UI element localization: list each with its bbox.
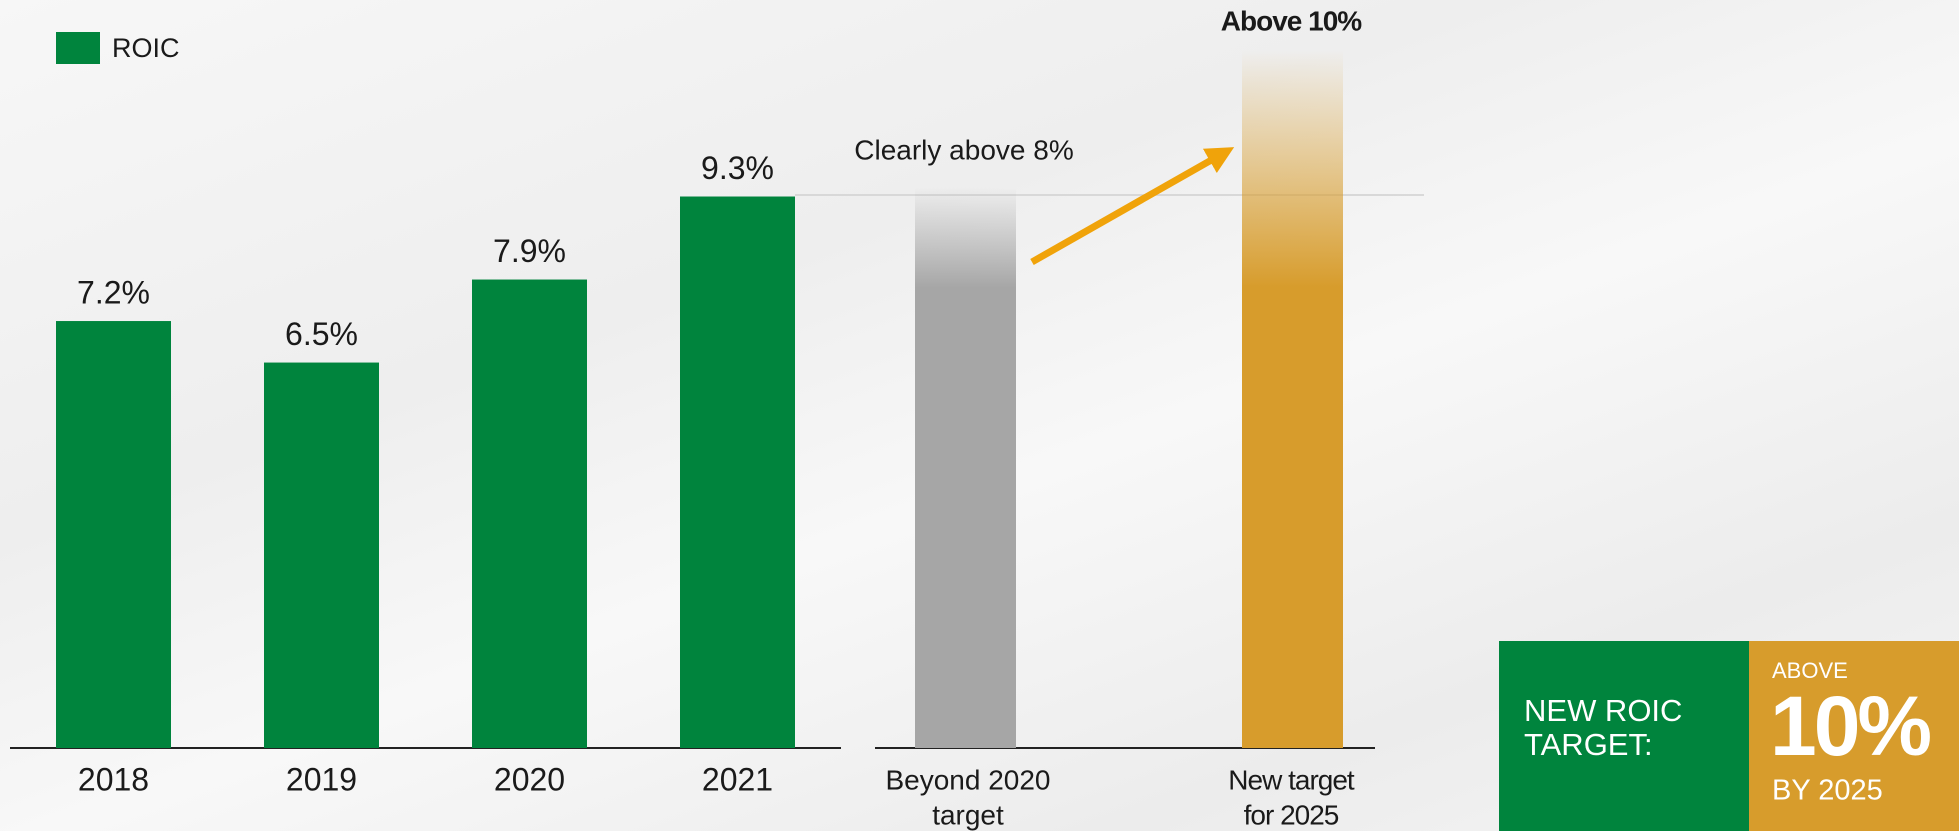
- bar: [680, 196, 795, 748]
- callout-title: TARGET:: [1524, 727, 1653, 762]
- target-note: Above 10%: [1221, 5, 1362, 36]
- value-label: 7.9%: [493, 233, 566, 269]
- callout-box: [1499, 641, 1749, 831]
- callout-value: 10%: [1770, 679, 1930, 773]
- arrow: [1030, 147, 1235, 266]
- value-label: 6.5%: [285, 316, 358, 352]
- bar: [264, 362, 379, 748]
- callout-title: NEW ROIC: [1524, 693, 1682, 728]
- callout-prefix: ABOVE: [1772, 658, 1848, 683]
- x-tick-label: 2020: [494, 761, 565, 797]
- target-bar: [915, 187, 1016, 748]
- x-tick-label: 2018: [78, 761, 149, 797]
- bar: [472, 279, 587, 748]
- target-label: for 2025: [1244, 799, 1339, 830]
- legend-label: ROIC: [112, 33, 180, 63]
- value-label: 7.2%: [77, 274, 150, 310]
- bar: [56, 321, 171, 748]
- target-label: Beyond 2020: [885, 764, 1050, 795]
- x-tick-label: 2019: [286, 761, 357, 797]
- value-label: 9.3%: [701, 150, 774, 186]
- target-label: target: [932, 799, 1004, 830]
- target-label: New target: [1228, 764, 1355, 795]
- target-note: Clearly above 8%: [854, 134, 1073, 165]
- target-bar: [1242, 50, 1343, 748]
- x-tick-label: 2021: [702, 761, 773, 797]
- callout-suffix: BY 2025: [1772, 775, 1883, 807]
- callout-box: [1749, 641, 1959, 831]
- legend-swatch: [56, 32, 100, 64]
